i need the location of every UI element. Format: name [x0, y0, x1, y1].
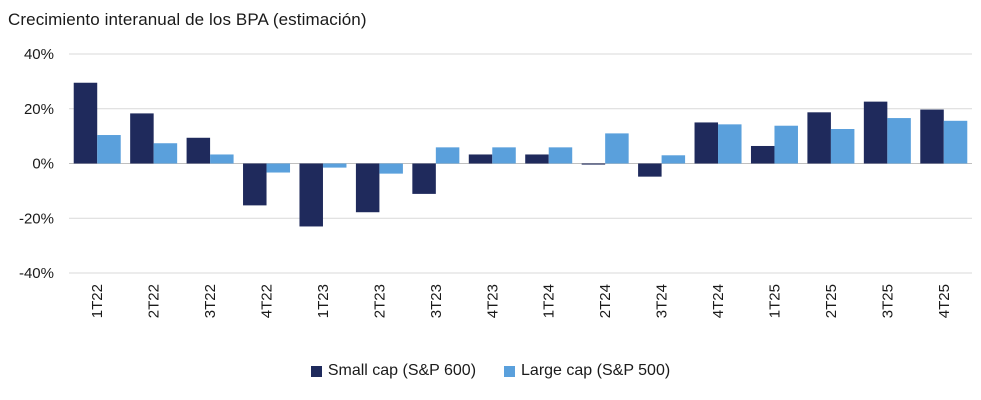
x-tick-label: 1T22 [89, 284, 106, 318]
x-tick-label: 4T24 [710, 284, 727, 318]
x-tick-label: 4T23 [484, 284, 501, 318]
x-axis-ticks: 1T22 2T22 3T22 4T22 1T23 2T23 3T23 4T23 1T24 2T24… [89, 284, 953, 318]
chart-title: Crecimiento interanual de los BPA (estim… [8, 10, 367, 29]
bar-large-cap-1T23 [322, 163, 347, 168]
x-tick-label: 4T25 [936, 284, 953, 318]
x-tick-label: 3T22 [202, 284, 219, 318]
bar-small-cap-4T24 [694, 122, 719, 164]
bar-small-cap-4T22 [243, 163, 267, 206]
bar-large-cap-4T23 [492, 147, 516, 164]
bar-small-cap-1T24 [525, 154, 549, 164]
legend-swatch-large-cap [504, 365, 516, 377]
bar-large-cap-4T22 [266, 163, 291, 173]
y-tick-label: 40% [24, 46, 54, 63]
y-tick-label: -20% [19, 210, 54, 227]
bar-small-cap-3T24 [638, 163, 662, 177]
bar-large-cap-3T22 [210, 154, 234, 164]
bar-small-cap-2T24 [581, 163, 606, 165]
bar-small-cap-2T22 [130, 113, 154, 164]
bar-small-cap-1T23 [299, 163, 323, 227]
x-tick-label: 1T25 [766, 284, 783, 318]
bar-small-cap-2T25 [807, 112, 831, 164]
x-tick-label: 1T24 [541, 284, 558, 318]
y-tick-label: 20% [24, 101, 54, 118]
x-tick-label: 3T23 [428, 284, 445, 318]
y-tick-label: 0% [32, 156, 54, 173]
bar-large-cap-1T24 [548, 147, 573, 164]
bar-small-cap-4T25 [920, 109, 944, 164]
x-tick-label: 2T24 [597, 284, 614, 318]
bar-small-cap-3T23 [412, 163, 436, 194]
bar-large-cap-1T22 [97, 135, 121, 164]
x-tick-label: 3T24 [654, 284, 671, 318]
legend-item-small-cap: Small cap (S&P 600) [310, 362, 477, 380]
bar-small-cap-1T22 [73, 82, 98, 164]
y-tick-label: -40% [19, 265, 54, 282]
x-tick-label: 2T22 [146, 284, 163, 318]
bars [73, 82, 968, 227]
bar-large-cap-3T24 [661, 155, 686, 164]
x-tick-label: 2T23 [371, 284, 388, 318]
legend-swatch-small-cap [310, 365, 322, 377]
x-tick-label: 4T22 [259, 284, 276, 318]
bar-large-cap-1T25 [774, 125, 798, 164]
bar-small-cap-3T22 [186, 137, 211, 164]
legend-label-large-cap: Large cap (S&P 500) [521, 362, 671, 379]
x-tick-label: 1T23 [315, 284, 332, 318]
x-tick-label: 3T25 [879, 284, 896, 318]
legend: Small cap (S&P 600) Large cap (S&P 500) [0, 362, 981, 380]
bar-small-cap-2T23 [355, 163, 380, 213]
bar-large-cap-3T23 [435, 147, 460, 164]
bar-chart: 40% 20% 0% -20% -40% 1T22 2T22 3T22 4T22 1T23 2T2… [19, 46, 972, 318]
bar-large-cap-4T25 [943, 120, 968, 164]
bar-large-cap-2T25 [830, 129, 855, 164]
bar-large-cap-2T23 [379, 163, 403, 174]
bar-large-cap-3T25 [887, 118, 911, 164]
bar-small-cap-4T23 [468, 154, 493, 164]
bar-large-cap-2T22 [153, 143, 178, 164]
legend-label-small-cap: Small cap (S&P 600) [327, 362, 477, 379]
bar-small-cap-3T25 [863, 101, 888, 164]
legend-item-large-cap: Large cap (S&P 500) [504, 362, 670, 380]
bar-large-cap-2T24 [605, 133, 629, 164]
bar-large-cap-4T24 [718, 124, 742, 164]
x-tick-label: 2T25 [823, 284, 840, 318]
bar-small-cap-1T25 [750, 145, 775, 164]
y-axis-ticks: 40% 20% 0% -20% -40% [19, 46, 54, 282]
